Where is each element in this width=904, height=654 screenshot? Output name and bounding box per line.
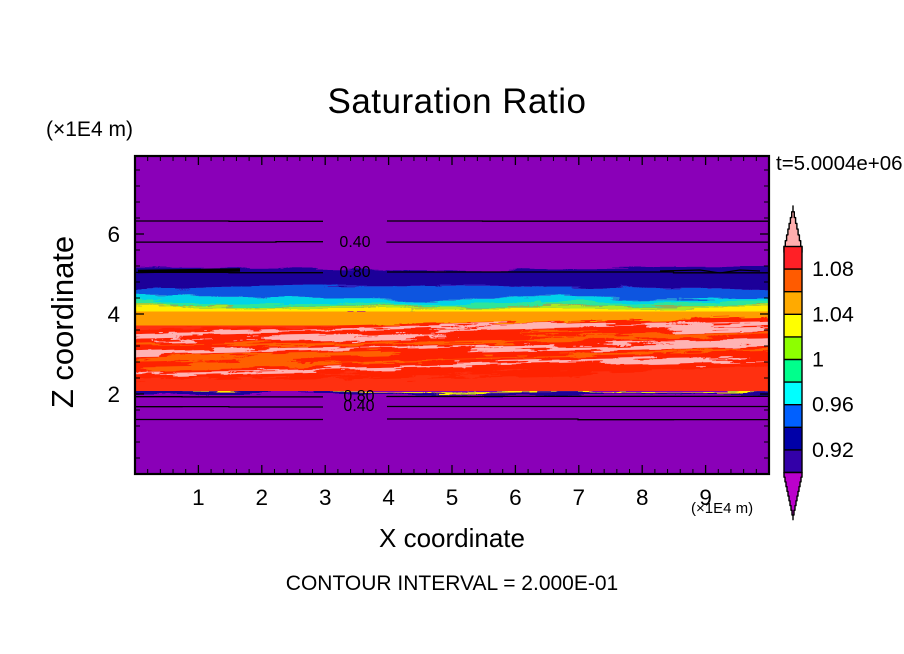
svg-text:Saturation Ratio: Saturation Ratio xyxy=(328,82,587,121)
svg-text:8: 8 xyxy=(636,485,649,510)
svg-text:0.92: 0.92 xyxy=(812,438,854,462)
svg-text:1.04: 1.04 xyxy=(812,302,854,326)
svg-text:7: 7 xyxy=(573,485,586,510)
svg-text:t=5.0004e+06: t=5.0004e+06 xyxy=(776,152,903,175)
svg-text:CONTOUR INTERVAL = 2.000E-01: CONTOUR INTERVAL = 2.000E-01 xyxy=(286,572,618,595)
svg-text:1: 1 xyxy=(812,348,824,372)
svg-text:(×1E4 m): (×1E4 m) xyxy=(46,118,133,141)
svg-text:0.80: 0.80 xyxy=(339,264,370,281)
svg-text:0.40: 0.40 xyxy=(343,398,374,415)
svg-text:1: 1 xyxy=(192,485,205,510)
svg-text:4: 4 xyxy=(107,302,120,327)
svg-text:6: 6 xyxy=(107,222,120,247)
svg-text:(×1E4 m): (×1E4 m) xyxy=(691,500,753,517)
svg-text:Z coordinate: Z coordinate xyxy=(45,236,80,408)
svg-text:1.08: 1.08 xyxy=(812,257,854,281)
svg-text:6: 6 xyxy=(509,485,522,510)
svg-text:2: 2 xyxy=(107,382,120,407)
svg-text:5: 5 xyxy=(446,485,459,510)
svg-text:0.96: 0.96 xyxy=(812,393,854,417)
svg-text:4: 4 xyxy=(382,485,395,510)
svg-text:2: 2 xyxy=(256,485,269,510)
svg-text:0.40: 0.40 xyxy=(339,234,370,251)
svg-text:3: 3 xyxy=(319,485,332,510)
svg-text:X coordinate: X coordinate xyxy=(379,523,525,553)
